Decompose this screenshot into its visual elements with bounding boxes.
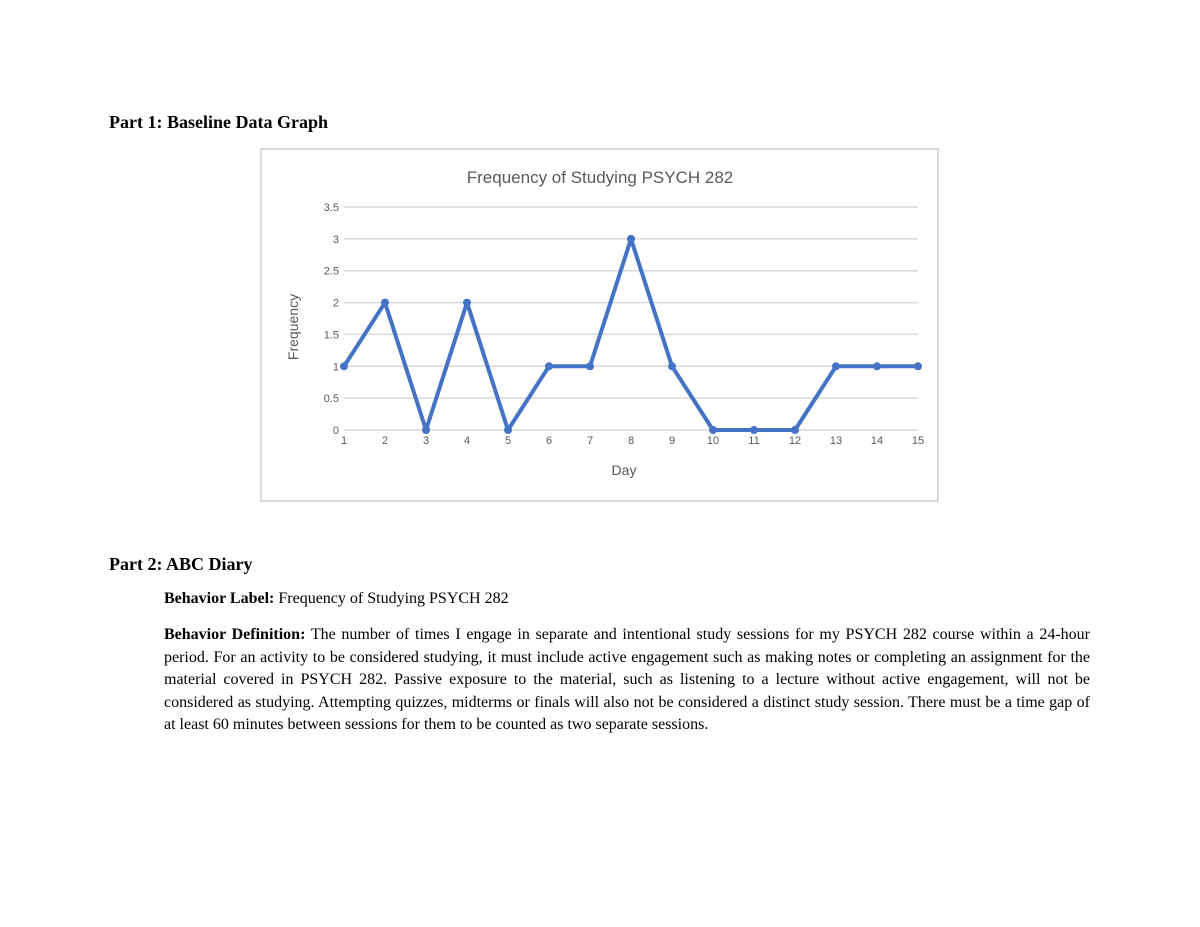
y-tick-label: 0.5 <box>324 393 339 405</box>
x-tick-label: 7 <box>587 435 593 447</box>
y-axis-title: Frequency <box>285 294 301 360</box>
y-tick-label: 2.5 <box>324 266 339 278</box>
x-tick-label: 11 <box>748 435 759 447</box>
data-point-marker <box>463 298 471 307</box>
x-tick-label: 10 <box>707 435 719 447</box>
part1-heading: Part 1: Baseline Data Graph <box>109 112 328 132</box>
data-point-marker <box>873 362 881 371</box>
y-tick-label: 1.5 <box>324 329 339 341</box>
x-tick-label: 1 <box>341 435 347 447</box>
data-point-marker <box>791 426 799 434</box>
data-point-marker <box>627 234 635 243</box>
behavior-definition-title: Behavior Definition: <box>164 626 306 643</box>
data-point-marker <box>545 362 553 371</box>
data-point-marker <box>709 426 717 434</box>
data-point-marker <box>586 362 594 371</box>
data-point-marker <box>668 362 676 371</box>
y-tick-label: 3 <box>333 234 339 246</box>
x-tick-label: 14 <box>871 435 883 447</box>
data-point-marker <box>340 362 348 371</box>
behavior-label: Behavior Label: Frequency of Studying PS… <box>164 590 509 608</box>
behavior-definition-text: The number of times I engage in separate… <box>164 626 1091 734</box>
x-tick-label: 3 <box>423 435 429 447</box>
x-tick-label: 4 <box>464 435 470 447</box>
y-tick-label: 0 <box>333 425 339 437</box>
data-point-marker <box>832 362 840 371</box>
chart-title: Frequency of Studying PSYCH 282 <box>467 168 733 187</box>
data-point-marker <box>504 426 512 434</box>
x-tick-label: 13 <box>830 435 842 447</box>
x-tick-label: 5 <box>505 435 511 447</box>
data-point-marker <box>914 362 922 371</box>
x-tick-label: 6 <box>546 435 552 447</box>
y-tick-label: 3.5 <box>324 202 339 214</box>
x-tick-label: 9 <box>669 435 675 447</box>
x-axis-title: Day <box>612 462 637 478</box>
behavior-label-title: Behavior Label: <box>164 590 275 607</box>
x-tick-label: 2 <box>382 435 388 447</box>
line-chart: Frequency of Studying PSYCH 282 0 0.5 1 1.5 2… <box>285 168 924 478</box>
data-point-marker <box>750 426 758 434</box>
part2-heading: Part 2: ABC Diary <box>109 554 253 574</box>
x-tick-label: 8 <box>628 435 634 447</box>
data-point-marker <box>381 298 389 307</box>
x-tick-label: 15 <box>912 435 924 447</box>
baseline-chart: Frequency of Studying PSYCH 282 0 0.5 1 1.5 2… <box>260 148 939 502</box>
behavior-definition: Behavior Definition: The number of times… <box>164 624 1090 737</box>
y-tick-label: 2 <box>333 298 339 310</box>
data-point-marker <box>422 426 430 434</box>
x-tick-label: 12 <box>789 435 801 447</box>
behavior-label-value: Frequency of Studying PSYCH 282 <box>278 590 509 607</box>
y-tick-label: 1 <box>333 361 339 373</box>
